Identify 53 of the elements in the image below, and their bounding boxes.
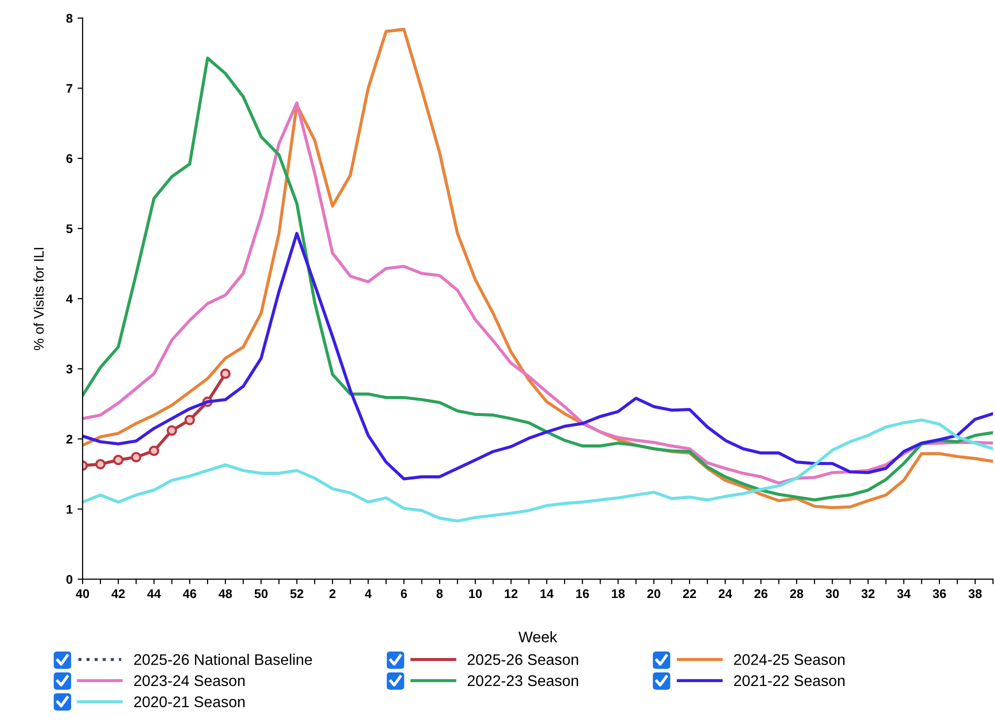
y-tick-label: 8 [66, 14, 72, 23]
point [184, 414, 195, 426]
x-tick-label: 10 [469, 589, 482, 598]
legend-label: 2022-23 Season [468, 675, 578, 686]
legend-label: 2025-26 National Baseline [134, 654, 312, 665]
point [220, 368, 231, 379]
x-tick-label: 22 [683, 589, 696, 598]
x-tick-label: 36 [932, 589, 946, 598]
x-tick-label: 18 [612, 589, 625, 598]
x-tick-label: 12 [504, 589, 518, 598]
x-tick-label: 14 [540, 589, 554, 598]
legend-label: 2020-21 Season [134, 696, 245, 708]
x-axis-title: Week [518, 631, 558, 642]
x-tick-label: 42 [112, 589, 125, 598]
point [113, 454, 124, 466]
legend-label: 2025-26 Season [468, 654, 578, 665]
y-tick-label: 2 [66, 434, 72, 444]
x-tick-label: 4 [364, 589, 372, 598]
point [148, 446, 160, 456]
y-tick-label: 3 [66, 364, 72, 374]
x-tick-label: 20 [647, 589, 660, 598]
x-tick-label: 2 [329, 589, 336, 598]
x-tick-label: 24 [718, 589, 732, 598]
x-tick-label: 16 [576, 589, 589, 598]
x-tick-label: 6 [400, 589, 407, 598]
x-tick-label: 46 [182, 589, 196, 598]
y-axis-title: % of Visits for ILI [34, 248, 44, 350]
x-tick-label: 44 [147, 589, 161, 598]
x-tick-label: 38 [968, 589, 982, 598]
line-series [82, 418, 994, 523]
x-tick-label: 50 [254, 589, 268, 598]
x-tick-label: 28 [790, 589, 804, 598]
x-tick-label: 34 [897, 589, 911, 598]
y-tick-label: 5 [66, 224, 73, 234]
legend-label: 2023-24 Season [134, 675, 245, 686]
y-tick-label: 0 [66, 575, 72, 584]
legend-label: 2024-25 Season [734, 654, 844, 665]
x-tick-label: 8 [436, 589, 443, 598]
x-tick-label: 32 [861, 589, 874, 598]
legend-label: 2021-22 Season [734, 675, 844, 686]
y-tick-label: 4 [66, 294, 73, 304]
point [95, 458, 106, 470]
x-tick-label: 52 [290, 589, 304, 598]
x-tick-label: 48 [218, 589, 232, 598]
x-tick-label: 30 [826, 589, 839, 598]
x-tick-label: 40 [76, 589, 90, 598]
point [130, 452, 142, 462]
line-series [82, 232, 994, 480]
y-tick-label: 6 [66, 154, 72, 164]
point [166, 425, 178, 436]
y-tick-label: 7 [66, 84, 72, 93]
y-tick-label: 1 [66, 504, 73, 514]
x-tick-label: 26 [754, 589, 768, 598]
